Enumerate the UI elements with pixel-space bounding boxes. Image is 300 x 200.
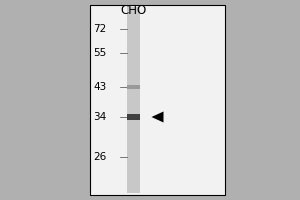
Bar (127, 85, 140, 89)
Bar (90, 5, 225, 195)
Text: 34: 34 (93, 112, 106, 122)
Text: 26: 26 (93, 152, 106, 162)
Text: 43: 43 (93, 82, 106, 92)
Polygon shape (152, 112, 164, 122)
Text: CHO: CHO (120, 4, 147, 18)
Text: 72: 72 (93, 24, 106, 34)
Bar (127, 114, 140, 120)
Text: 55: 55 (93, 48, 106, 58)
Bar (127, 7, 140, 193)
